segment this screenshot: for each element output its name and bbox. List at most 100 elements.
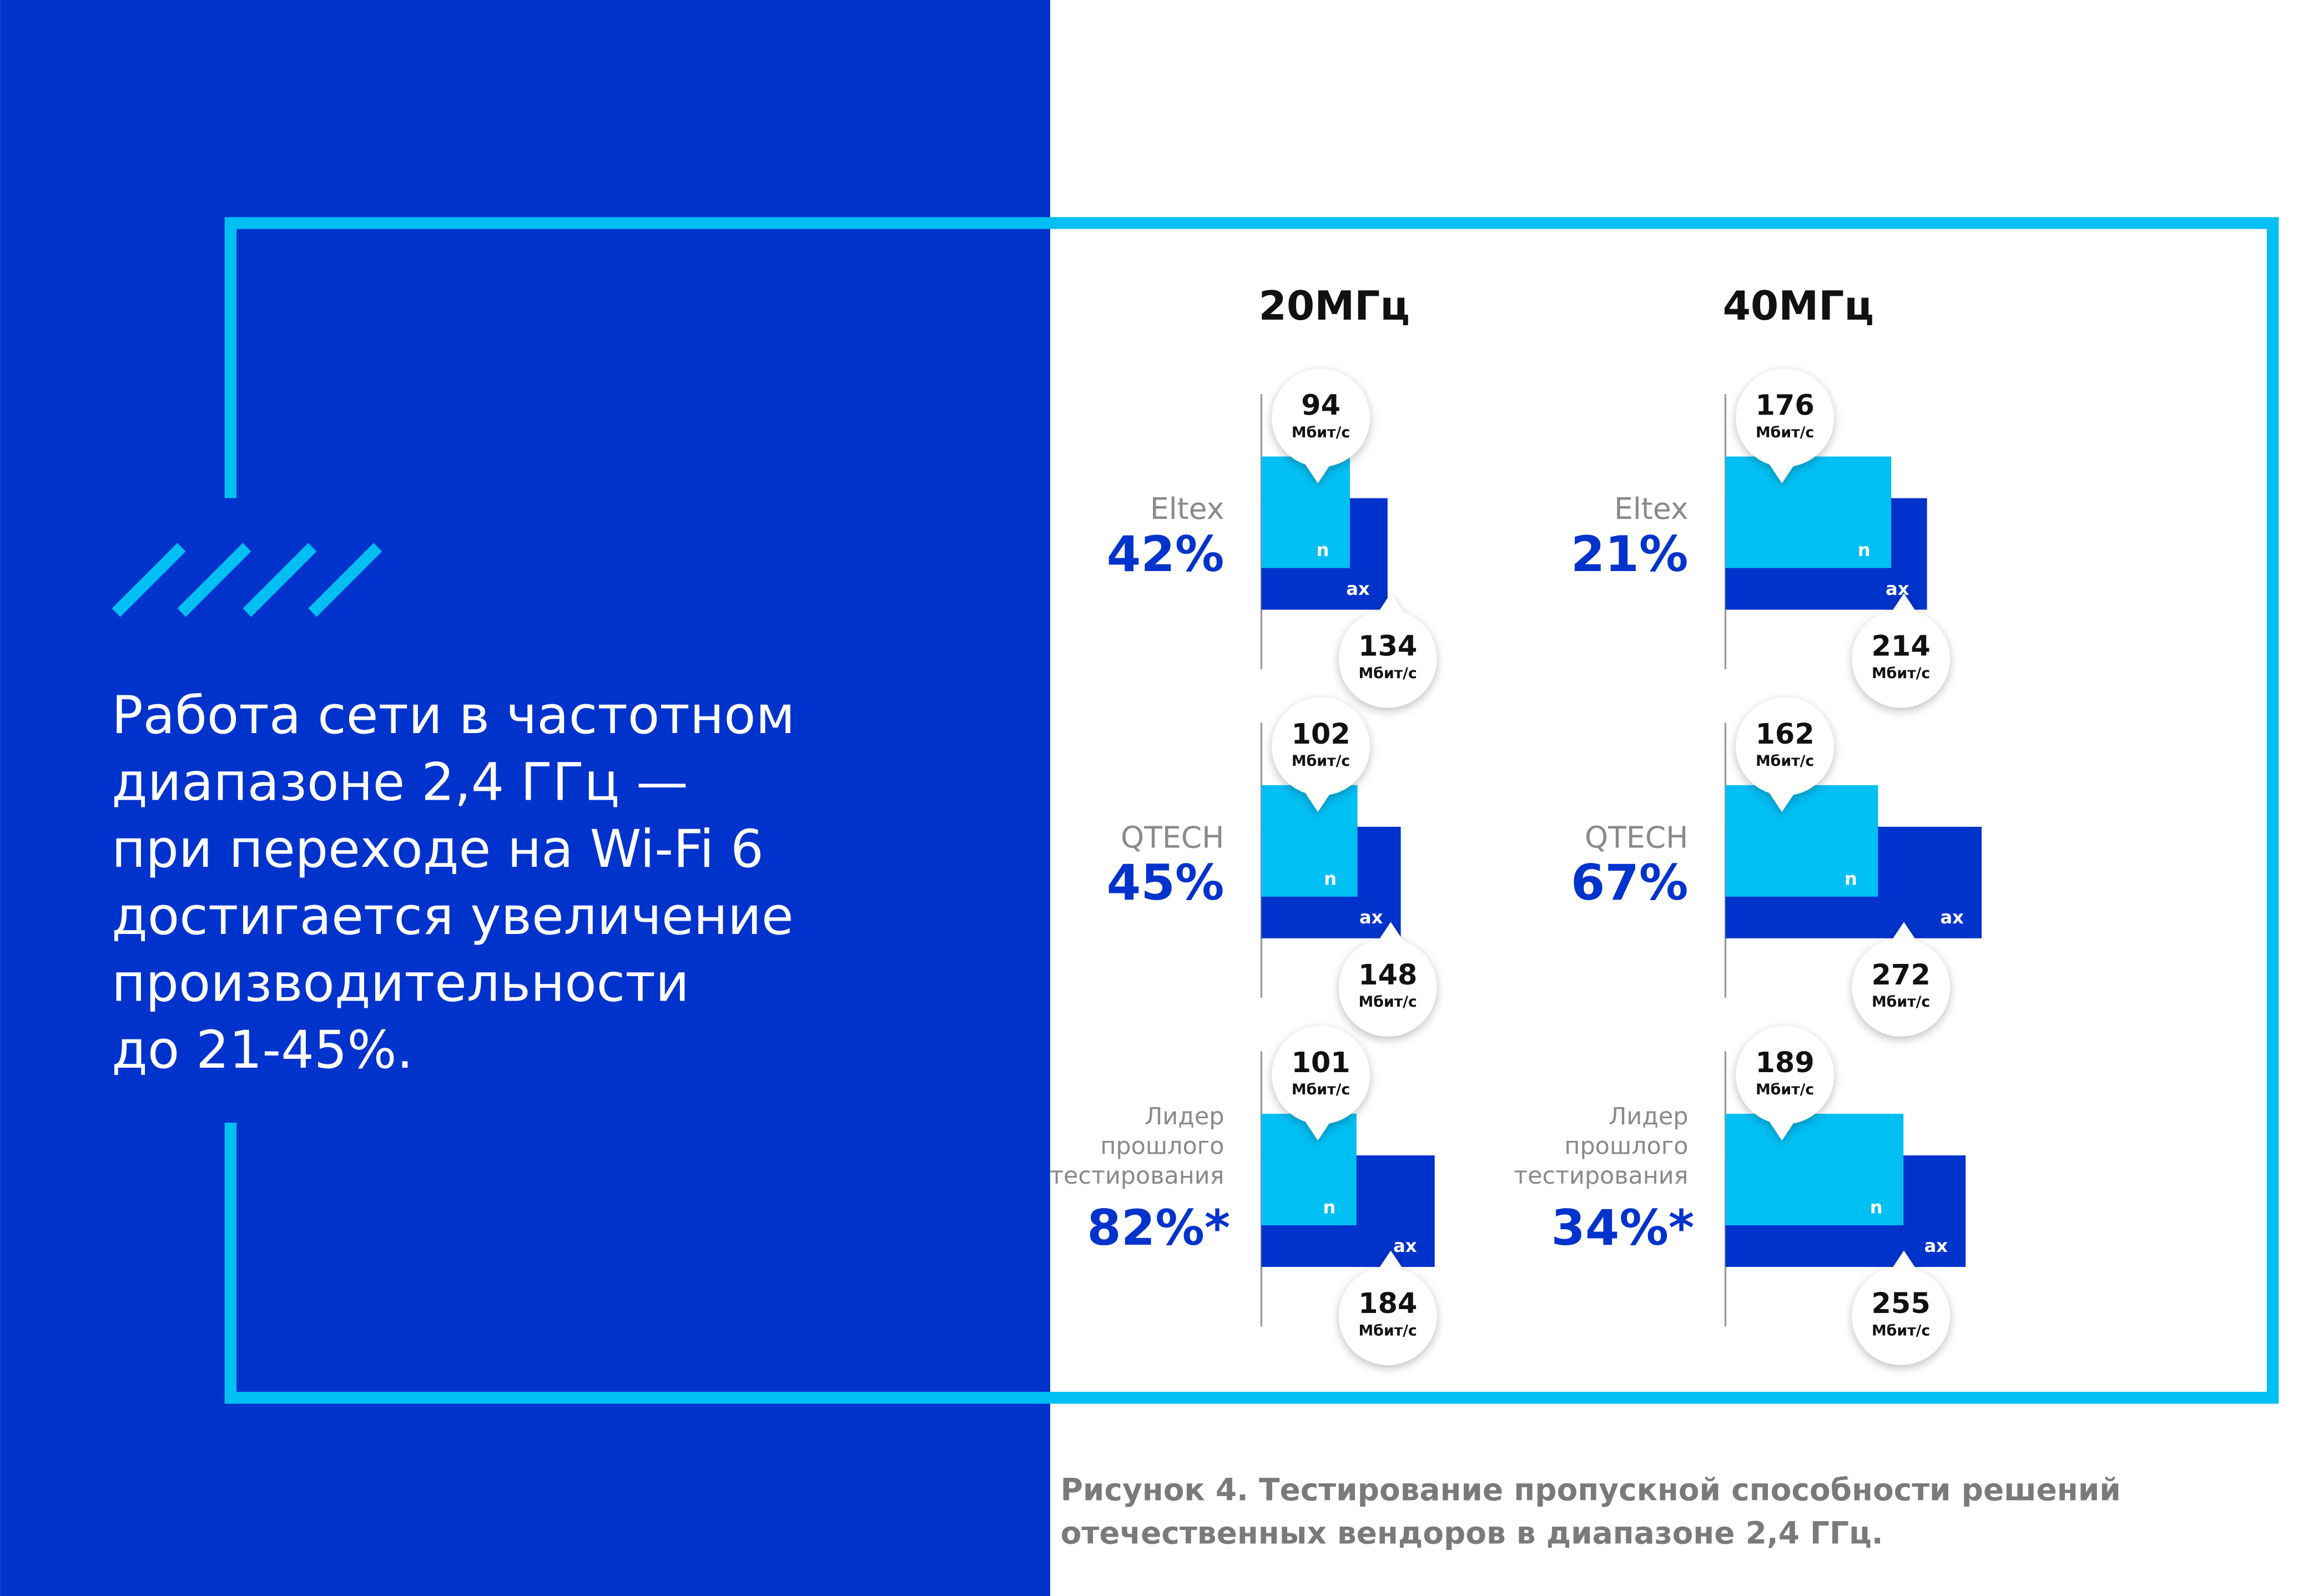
bubble-value: 272 (1872, 959, 1931, 992)
bubble-value: 184 (1358, 1287, 1417, 1320)
gain-label: 34%* (1551, 1199, 1694, 1256)
bubble-circle (1736, 1026, 1835, 1124)
gain-label: 21% (1571, 526, 1689, 583)
series-label: n (1845, 868, 1857, 889)
series-label: n (1324, 868, 1337, 889)
bubble-unit: Мбит/с (1359, 665, 1417, 682)
bubble-circle (1338, 938, 1437, 1037)
series-label: ax (1359, 907, 1383, 928)
category-line: прошлого (1100, 1132, 1224, 1160)
category-label: QTECH (1121, 820, 1224, 855)
bubble-value: 94 (1301, 390, 1341, 422)
category-line: прошлого (1564, 1132, 1688, 1160)
bar (1261, 456, 1350, 568)
bar (1725, 1114, 1904, 1225)
bubble-value: 255 (1872, 1287, 1931, 1320)
value-bubble (1272, 697, 1370, 812)
bar (1261, 1114, 1357, 1225)
bubble-circle (1736, 368, 1835, 467)
bubble-value: 134 (1358, 630, 1417, 663)
value-bubble (1852, 593, 1951, 708)
bubble-unit: Мбит/с (1872, 1322, 1930, 1339)
category-label: QTECH (1585, 820, 1688, 855)
stripe (243, 543, 317, 617)
blue-panel (0, 0, 1050, 1596)
series-label: ax (1940, 907, 1964, 928)
category-line: тестирования (1050, 1162, 1224, 1190)
chart-title: 20МГц (1259, 283, 1410, 330)
gain-label: 42% (1107, 526, 1224, 583)
bubble-circle (1272, 368, 1370, 467)
bar (1725, 456, 1892, 568)
bubble-value: 101 (1291, 1047, 1350, 1079)
series-label: ax (1924, 1235, 1948, 1256)
bubble-value: 176 (1755, 390, 1814, 422)
bar (1725, 785, 1878, 897)
bubble-unit: Мбит/с (1872, 993, 1930, 1011)
category-label: Лидер прошлого тестирования (1050, 1103, 1224, 1190)
stripes (112, 543, 382, 617)
bubble-unit: Мбит/с (1756, 424, 1814, 441)
category-label: Лидер прошлого тестирования (1514, 1103, 1688, 1190)
gain-label: 67% (1571, 854, 1689, 911)
value-bubble (1852, 1250, 1951, 1365)
chart-title: 40МГц (1723, 283, 1874, 330)
value-bubble (1852, 922, 1951, 1037)
series-label: n (1323, 1197, 1336, 1218)
frame-line (224, 217, 2279, 1404)
value-bubble (1736, 697, 1835, 812)
category-label: Eltex (1614, 491, 1688, 526)
stripe (308, 543, 382, 617)
bubble-unit: Мбит/с (1292, 1081, 1350, 1098)
series-label: n (1317, 539, 1329, 560)
headline-line: достигается увеличение (112, 886, 793, 947)
caption-line: Рисунок 4. Тестирование пропускной спосо… (1061, 1472, 2121, 1508)
headline-line: производительности (112, 953, 689, 1013)
bubble-value: 214 (1872, 630, 1931, 663)
bubble-unit: Мбит/с (1292, 424, 1350, 441)
bubble-unit: Мбит/с (1292, 752, 1350, 770)
stripe (112, 543, 186, 617)
value-bubble (1736, 1026, 1835, 1141)
bubble-value: 102 (1291, 718, 1350, 751)
value-bubble (1736, 368, 1835, 483)
series-label: n (1870, 1197, 1883, 1218)
category-line: тестирования (1514, 1162, 1688, 1190)
headline-line: Работа сети в частотном (112, 685, 795, 746)
bubble-unit: Мбит/с (1359, 993, 1417, 1011)
value-bubble (1272, 368, 1370, 483)
headline-line: диапазоне 2,4 ГГц — (112, 752, 688, 813)
bubble-unit: Мбит/с (1359, 1322, 1417, 1339)
gain-label: 82%* (1087, 1199, 1230, 1256)
category-line: Лидер (1145, 1103, 1224, 1130)
bubble-unit: Мбит/с (1872, 665, 1930, 682)
bubble-circle (1272, 1026, 1370, 1124)
series-label: n (1858, 539, 1871, 560)
value-bubble (1272, 1026, 1370, 1141)
bubble-circle (1272, 697, 1370, 796)
bubble-circle (1852, 609, 1951, 708)
headline-line: до 21-45%. (112, 1020, 413, 1080)
value-bubble (1338, 922, 1437, 1037)
bubble-circle (1852, 938, 1951, 1037)
bubble-unit: Мбит/с (1756, 1081, 1814, 1098)
stripe (177, 543, 251, 617)
series-label: ax (1393, 1235, 1417, 1256)
gain-label: 45% (1107, 854, 1224, 911)
bubble-circle (1736, 697, 1835, 796)
bubble-unit: Мбит/с (1756, 752, 1814, 770)
bubble-value: 189 (1755, 1047, 1814, 1079)
bubble-value: 162 (1755, 718, 1814, 751)
bubble-circle (1338, 609, 1437, 708)
caption-line: отечественных вендоров в диапазоне 2,4 Г… (1061, 1515, 1883, 1550)
bubble-circle (1338, 1267, 1437, 1365)
value-bubble (1338, 593, 1437, 708)
headline-line: при переходе на Wi-Fi 6 (112, 819, 764, 880)
value-bubble (1338, 1250, 1437, 1365)
series-label: ax (1346, 578, 1370, 599)
category-label: Eltex (1150, 491, 1224, 526)
frame (224, 217, 2279, 1404)
series-label: ax (1886, 578, 1909, 599)
bubble-value: 148 (1358, 959, 1417, 992)
